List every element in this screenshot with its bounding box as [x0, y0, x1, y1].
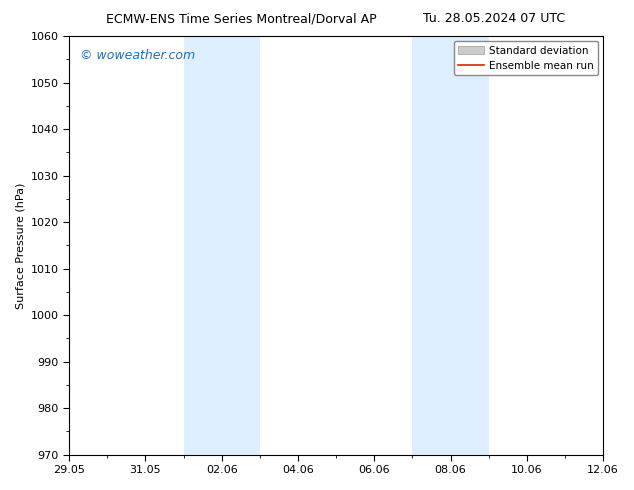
- Text: Tu. 28.05.2024 07 UTC: Tu. 28.05.2024 07 UTC: [424, 12, 566, 25]
- Legend: Standard deviation, Ensemble mean run: Standard deviation, Ensemble mean run: [453, 41, 598, 75]
- Y-axis label: Surface Pressure (hPa): Surface Pressure (hPa): [15, 182, 25, 309]
- Text: © woweather.com: © woweather.com: [80, 49, 195, 62]
- Text: ECMW-ENS Time Series Montreal/Dorval AP: ECMW-ENS Time Series Montreal/Dorval AP: [106, 12, 376, 25]
- Bar: [183, 36, 260, 455]
- Bar: [412, 36, 489, 455]
